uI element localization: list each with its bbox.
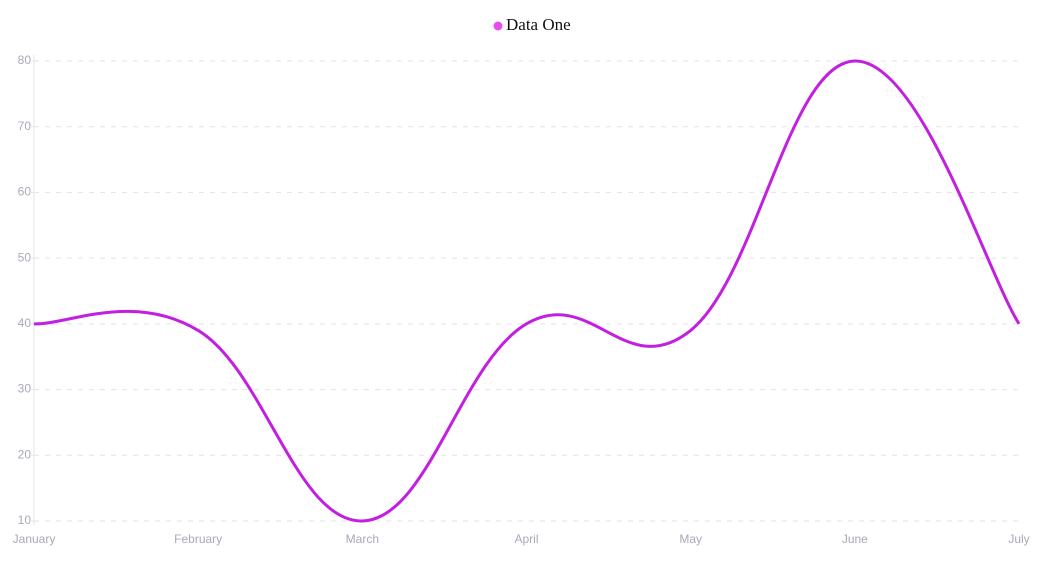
x-tick-label: January bbox=[13, 532, 56, 546]
y-tick-label: 50 bbox=[18, 250, 32, 264]
y-tick-label: 20 bbox=[18, 447, 32, 461]
x-tick-label: April bbox=[514, 532, 538, 546]
x-tick-label: June bbox=[842, 532, 868, 546]
x-tick-label: July bbox=[1008, 532, 1029, 546]
y-tick-label: 80 bbox=[18, 53, 32, 67]
y-tick-label: 30 bbox=[18, 382, 32, 396]
y-tick-label: 40 bbox=[18, 316, 32, 330]
line-series bbox=[33, 59, 1021, 523]
x-tick-label: February bbox=[174, 532, 222, 546]
legend-marker bbox=[493, 21, 503, 31]
legend-label: Data One bbox=[506, 15, 571, 34]
y-tick-label: 60 bbox=[18, 185, 32, 199]
y-tick-label: 10 bbox=[18, 513, 32, 527]
x-tick-label: May bbox=[679, 532, 702, 546]
y-tick-label: 70 bbox=[18, 119, 32, 133]
x-tick-label: March bbox=[346, 532, 379, 546]
